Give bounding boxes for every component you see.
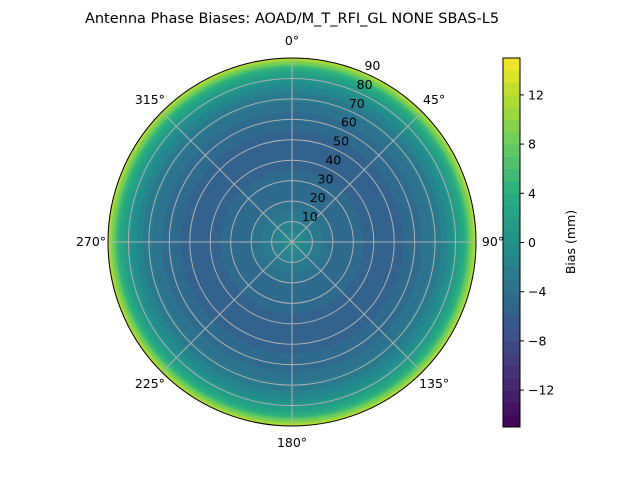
colorbar-band xyxy=(503,414,520,428)
colorbar: 12 8 4 0 −4 −8 −12 xyxy=(502,57,554,428)
colorbar-band xyxy=(503,267,520,280)
radial-tick-label: 80 xyxy=(357,77,373,92)
colorbar-band xyxy=(503,144,520,157)
angular-tick-label: 0° xyxy=(285,33,299,48)
radial-tick-label: 70 xyxy=(349,96,365,111)
colorbar-band xyxy=(503,353,520,366)
angular-tick-label: 315° xyxy=(135,92,165,107)
colorbar-band xyxy=(503,119,520,133)
angular-tick-label: 90° xyxy=(482,234,504,249)
radial-tick-label: 40 xyxy=(325,152,341,167)
colorbar-band xyxy=(503,304,520,317)
colorbar-band xyxy=(503,316,520,330)
polar-grid xyxy=(107,57,477,427)
colorbar-tick-label: −4 xyxy=(528,284,546,299)
angular-gridline xyxy=(291,241,423,373)
angular-gridline xyxy=(161,111,293,243)
radial-tick-label: 30 xyxy=(318,171,334,186)
radial-tick-label: 20 xyxy=(310,190,326,205)
angular-tick-label: 135° xyxy=(419,376,449,391)
colorbar-band xyxy=(503,377,520,391)
colorbar-band xyxy=(503,230,520,243)
polar-frame xyxy=(107,57,477,427)
colorbar-band xyxy=(503,82,520,96)
colorbar-band xyxy=(503,156,520,170)
colorbar-band xyxy=(503,254,520,268)
angular-gridline xyxy=(291,111,423,243)
colorbar-band xyxy=(503,107,520,120)
colorbar-band xyxy=(503,279,520,293)
colorbar-band xyxy=(503,205,520,219)
colorbar-tick-label: −12 xyxy=(528,383,554,398)
colorbar-tick-label: 8 xyxy=(528,137,536,152)
radial-tick-label: 10 xyxy=(302,209,318,224)
colorbar-tick-label: 0 xyxy=(528,235,536,250)
angular-tick-label: 45° xyxy=(423,92,445,107)
colorbar-band xyxy=(503,328,520,342)
colorbar-tick-label: 12 xyxy=(528,87,544,102)
angular-tick-label: 270° xyxy=(76,234,106,249)
colorbar-band xyxy=(503,402,520,416)
colorbar-band xyxy=(503,217,520,231)
colorbar-band xyxy=(503,181,520,194)
chart-title: Antenna Phase Biases: AOAD/M_T_RFI_GL NO… xyxy=(85,11,499,27)
colorbar-band xyxy=(503,70,520,84)
colorbar-tick-label: 4 xyxy=(528,186,536,201)
radial-tick-label: 90 xyxy=(364,58,380,73)
radial-tick-label: 50 xyxy=(333,134,349,149)
colorbar-band xyxy=(503,390,520,403)
colorbar-label: Bias (mm) xyxy=(563,210,578,274)
radial-tick-label: 60 xyxy=(341,115,357,130)
colorbar-band xyxy=(503,94,520,108)
colorbar-band xyxy=(503,131,520,145)
angular-tick-label: 180° xyxy=(277,435,307,450)
colorbar-band xyxy=(503,168,520,182)
colorbar-band xyxy=(503,242,520,256)
colorbar-band xyxy=(503,340,520,354)
colorbar-band xyxy=(503,291,520,305)
colorbar-tick-label: −8 xyxy=(528,333,546,348)
colorbar-band xyxy=(503,193,520,207)
angular-tick-label: 225° xyxy=(135,376,165,391)
colorbar-band xyxy=(503,365,520,379)
radial-tick-labels: 10 20 30 40 50 60 70 80 90 xyxy=(302,58,381,224)
colorbar-band xyxy=(503,58,520,71)
angular-tick-labels: 0° 45° 90° 135° 180° 225° 270° 315° xyxy=(76,33,504,450)
angular-gridline xyxy=(161,241,293,373)
